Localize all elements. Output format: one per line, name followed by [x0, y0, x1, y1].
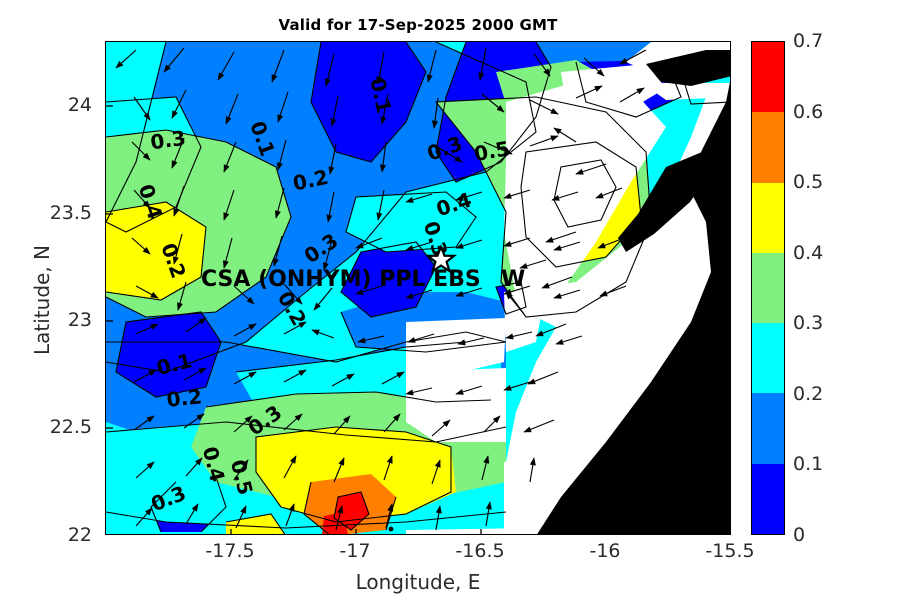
colorbar-tick-0.3: 0.3	[793, 312, 824, 335]
colorbar-band-0.4-0.5[interactable]	[752, 182, 784, 253]
contour-label-0.3-0: 0.3	[149, 126, 187, 155]
site-label-1: W	[501, 267, 525, 292]
y-tick-4: 24	[67, 94, 92, 116]
colorbar-tick-0.7: 0.7	[793, 30, 824, 52]
y-tick-2: 23	[67, 309, 92, 331]
site-label-0: CSA (ONHYM) PPL EBS	[201, 267, 481, 292]
colorbar-band-0.6-0.7[interactable]	[752, 42, 784, 113]
y-axis-label: Latitude, N	[30, 245, 54, 355]
x-tick-0: -17.5	[205, 540, 255, 562]
x-tick-2: -16.5	[455, 540, 505, 562]
colorbar-band-0.2-0.3[interactable]	[752, 323, 784, 394]
map-plot-area[interactable]: 0.3 0.4 0.1 0.2 0.2 0.1 0.3 0.2 0.3 0.5 0.4 0.3 0.1 0…	[105, 41, 731, 535]
colorbar-band-0.5-0.6[interactable]	[752, 112, 784, 183]
colorbar-tick-0.5: 0.5	[793, 171, 824, 194]
colorbar-band-0-0.1[interactable]	[752, 463, 784, 534]
contour-label-0.2-13: 0.2	[165, 384, 203, 412]
colorbar-tick-0.1: 0.1	[793, 453, 824, 476]
y-tick-3: 23.5	[49, 202, 92, 224]
colorbar-band-0.3-0.4[interactable]	[752, 252, 784, 324]
site-label-layer: CSA (ONHYM) PPL EBS W	[201, 267, 525, 292]
x-tick-3: -16	[589, 540, 621, 562]
y-tick-1: 22.5	[49, 416, 92, 438]
page-title: Valid for 17-Sep-2025 2000 GMT	[278, 16, 558, 34]
colorbar-tick-0: 0	[793, 524, 806, 546]
colorbar-tick-0.2: 0.2	[793, 382, 824, 405]
colorbar-band-0.1-0.2[interactable]	[752, 393, 784, 464]
colorbar-tick-0.4: 0.4	[793, 241, 824, 264]
colorbar[interactable]	[751, 41, 785, 535]
colorbar-tick-0.6: 0.6	[793, 100, 824, 123]
x-tick-4: -15.5	[705, 540, 755, 562]
current-speed-contour-map: 0.30.40.10.20.20.10.30.20.3 0.50.40.30.10…	[106, 42, 730, 534]
station-marker-star[interactable]	[424, 244, 458, 274]
x-axis-label: Longitude, E	[355, 570, 481, 594]
x-tick-1: -17	[339, 540, 371, 562]
y-tick-0: 22	[67, 524, 92, 546]
